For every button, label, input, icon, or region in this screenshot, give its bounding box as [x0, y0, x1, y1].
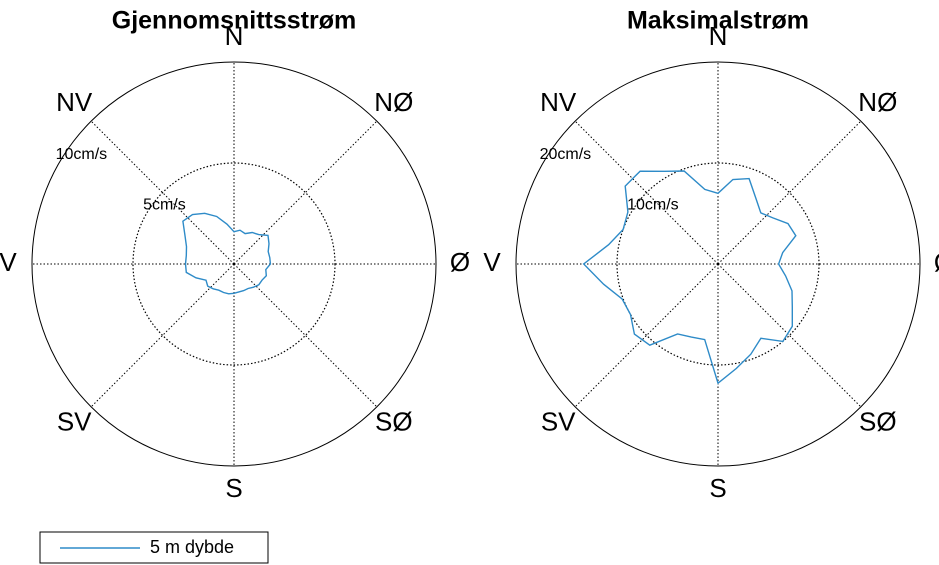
r-grid-circle	[616, 162, 820, 366]
legend-label: 5 m dybde	[150, 537, 234, 557]
theta-tick-label: S	[709, 473, 726, 503]
theta-tick-label: Ø	[934, 247, 939, 277]
spoke	[574, 263, 719, 408]
rose-line	[182, 212, 272, 295]
theta-tick-label: V	[0, 247, 17, 277]
theta-tick-label: NØ	[374, 87, 413, 117]
spoke	[717, 263, 862, 408]
r-grid-circle	[515, 61, 921, 467]
theta-tick-label: SØ	[859, 407, 897, 437]
r-tick-label: 10cm/s	[627, 197, 679, 214]
chart-title: Gjennomsnittsstrøm	[112, 7, 356, 35]
theta-tick-label: Ø	[450, 247, 470, 277]
spoke	[233, 120, 378, 265]
chart-title: Maksimalstrøm	[627, 7, 809, 35]
r-grid-circle	[132, 162, 336, 366]
theta-tick-label: SV	[57, 407, 92, 437]
theta-tick-label: SØ	[375, 407, 413, 437]
legend-box	[39, 531, 269, 564]
theta-tick-label: NØ	[858, 87, 897, 117]
theta-tick-label: V	[483, 247, 501, 277]
spoke	[90, 120, 235, 265]
theta-tick-label: N	[225, 21, 244, 51]
spoke	[574, 120, 719, 265]
spoke	[90, 263, 235, 408]
theta-tick-label: NV	[540, 87, 577, 117]
spoke	[717, 120, 862, 265]
theta-tick-label: NV	[56, 87, 93, 117]
r-tick-label: 10cm/s	[56, 146, 108, 163]
r-grid-circle	[31, 61, 437, 467]
theta-tick-label: S	[225, 473, 242, 503]
theta-tick-label: N	[709, 21, 728, 51]
spoke	[233, 263, 378, 408]
r-tick-label: 5cm/s	[143, 197, 186, 214]
rose-line	[582, 170, 797, 385]
theta-tick-label: SV	[541, 407, 576, 437]
r-tick-label: 20cm/s	[540, 146, 592, 163]
